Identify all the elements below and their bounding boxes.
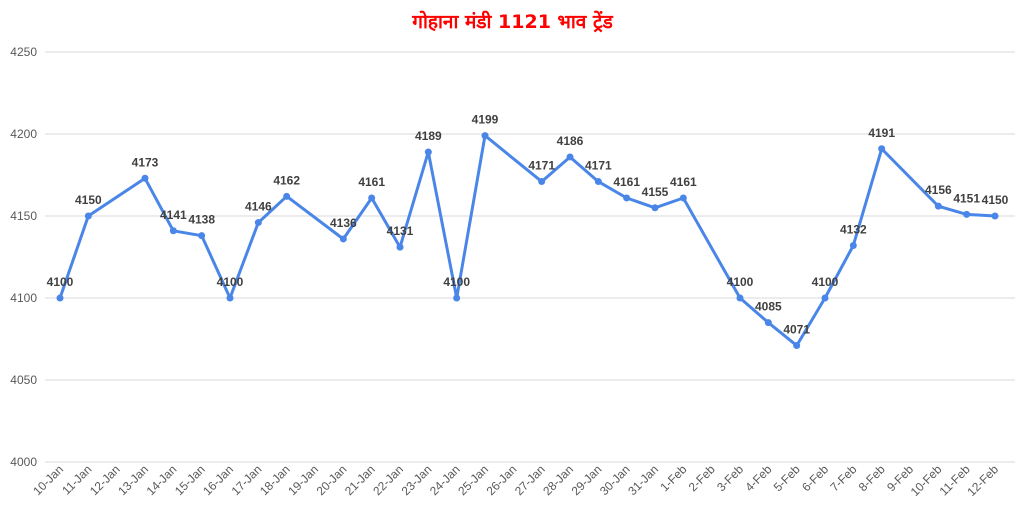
- data-label: 4100: [727, 275, 754, 289]
- y-tick-label: 4000: [10, 455, 37, 469]
- data-point: [849, 242, 857, 250]
- data-point: [368, 194, 376, 202]
- chart-title: गोहाना मंडी 1121 भाव ट्रेंड: [412, 11, 613, 33]
- data-label: 4100: [217, 275, 244, 289]
- data-point: [56, 294, 64, 302]
- x-tick-label: 18-Jan: [257, 462, 293, 498]
- x-tick-label: 11-Jan: [59, 462, 94, 497]
- x-tick-label: 31-Jan: [625, 462, 661, 498]
- data-label: 4161: [670, 175, 697, 189]
- data-point: [991, 212, 999, 220]
- data-point: [453, 294, 461, 302]
- x-tick-label: 26-Jan: [484, 462, 520, 498]
- data-point: [623, 194, 631, 202]
- x-tick-label: 22-Jan: [370, 462, 406, 498]
- data-label: 4071: [783, 323, 810, 337]
- data-point: [538, 178, 546, 186]
- data-label: 4150: [75, 193, 102, 207]
- x-tick-label: 8-Feb: [856, 462, 888, 494]
- data-point: [169, 227, 177, 235]
- x-tick-label: 16-Jan: [200, 462, 236, 498]
- x-tick-label: 6-Feb: [799, 462, 831, 494]
- x-tick-label: 4-Feb: [742, 462, 774, 494]
- x-tick-label: 2-Feb: [686, 462, 718, 494]
- data-point: [396, 243, 404, 251]
- data-label: 4161: [358, 175, 385, 189]
- x-tick-label: 10-Feb: [908, 462, 945, 499]
- x-tick-label: 25-Jan: [455, 462, 491, 498]
- data-point: [198, 232, 206, 240]
- data-point: [934, 202, 942, 210]
- data-label: 4162: [273, 173, 300, 187]
- data-label: 4131: [387, 224, 414, 238]
- data-label: 4186: [557, 134, 584, 148]
- data-point: [566, 153, 574, 161]
- data-label: 4146: [245, 200, 272, 214]
- data-point: [481, 132, 489, 140]
- x-tick-label: 17-Jan: [229, 462, 265, 498]
- data-point: [736, 294, 744, 302]
- x-tick-label: 29-Jan: [569, 462, 605, 498]
- y-tick-label: 4100: [10, 291, 37, 305]
- data-label: 4191: [868, 126, 895, 140]
- x-tick-label: 3-Feb: [714, 462, 746, 494]
- data-point: [594, 178, 602, 186]
- x-tick-label: 14-Jan: [144, 462, 180, 498]
- data-label: 4161: [613, 175, 640, 189]
- data-label: 4156: [925, 183, 952, 197]
- data-label: 4136: [330, 216, 357, 230]
- y-tick-label: 4050: [10, 373, 37, 387]
- data-label: 4151: [953, 191, 980, 205]
- data-label: 4132: [840, 223, 867, 237]
- data-label: 4100: [812, 275, 839, 289]
- data-label: 4141: [160, 208, 187, 222]
- x-tick-label: 7-Feb: [827, 462, 859, 494]
- x-tick-label: 12-Jan: [87, 462, 123, 498]
- data-point: [963, 210, 971, 218]
- y-tick-label: 4250: [10, 45, 37, 59]
- data-label: 4171: [528, 159, 555, 173]
- data-point: [226, 294, 234, 302]
- x-tick-label: 21-Jan: [342, 462, 378, 498]
- x-tick-label: 15-Jan: [172, 462, 208, 498]
- data-label: 4085: [755, 300, 782, 314]
- data-point: [651, 204, 659, 212]
- data-point: [793, 342, 801, 350]
- x-tick-label: 12-Feb: [964, 462, 1001, 499]
- x-tick-label: 13-Jan: [115, 462, 151, 498]
- data-point: [84, 212, 92, 220]
- data-point: [764, 319, 772, 327]
- data-label: 4138: [188, 213, 215, 227]
- data-label: 4171: [585, 159, 612, 173]
- x-tick-label: 23-Jan: [399, 462, 435, 498]
- data-point: [679, 194, 687, 202]
- data-label: 4189: [415, 129, 442, 143]
- data-label: 4100: [443, 275, 470, 289]
- data-label: 4199: [472, 113, 499, 127]
- data-point: [878, 145, 886, 153]
- data-point: [283, 192, 291, 200]
- data-point: [254, 219, 262, 227]
- data-label: 4173: [132, 155, 159, 169]
- data-point: [821, 294, 829, 302]
- data-point: [424, 148, 432, 156]
- x-tick-label: 19-Jan: [285, 462, 321, 498]
- data-point: [339, 235, 347, 243]
- x-tick-label: 30-Jan: [597, 462, 633, 498]
- x-tick-label: 1-Feb: [657, 462, 689, 494]
- data-label: 4150: [982, 193, 1009, 207]
- x-tick-label: 5-Feb: [771, 462, 803, 494]
- data-point: [141, 174, 149, 182]
- y-tick-label: 4200: [10, 127, 37, 141]
- x-tick-label: 24-Jan: [427, 462, 463, 498]
- data-label: 4100: [47, 275, 74, 289]
- x-tick-label: 20-Jan: [314, 462, 350, 498]
- data-label: 4155: [642, 185, 669, 199]
- x-tick-label: 28-Jan: [540, 462, 576, 498]
- y-tick-label: 4150: [10, 209, 37, 223]
- x-tick-label: 27-Jan: [512, 462, 548, 498]
